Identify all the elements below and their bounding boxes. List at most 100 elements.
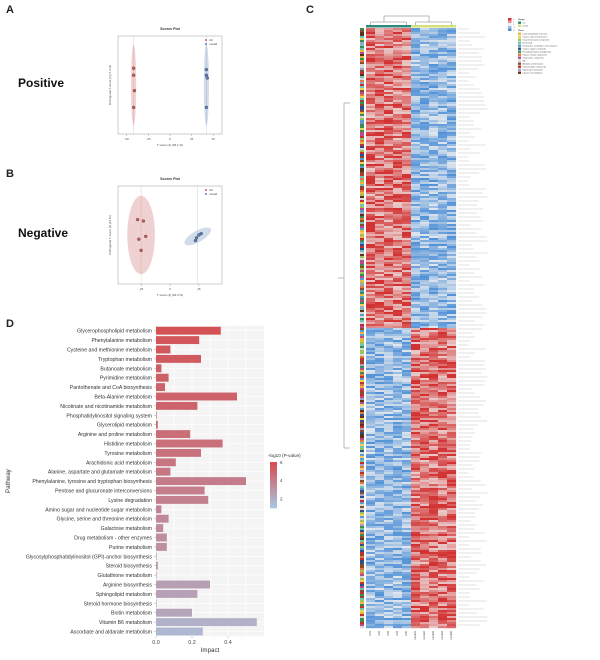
heatmap-cell [447, 554, 457, 557]
heatmap-cell [384, 596, 394, 599]
heatmap-cell [393, 36, 403, 39]
heatmap-cell [366, 166, 376, 169]
class-annotation-cell [360, 334, 364, 337]
heatmap-cell [375, 432, 385, 435]
pathway-bar [156, 467, 171, 476]
heatmap-cell [393, 150, 403, 153]
heatmap-cell [411, 306, 421, 309]
class-annotation-cell [360, 148, 364, 151]
heatmap-cell [411, 620, 421, 623]
heatmap-cell [384, 494, 394, 497]
heatmap-cell [402, 396, 412, 399]
heatmap-cell [438, 324, 448, 327]
heatmap-cell [411, 374, 421, 377]
heatmap-cell [393, 288, 403, 291]
heatmap-cell [429, 166, 439, 169]
heatmap-cell [429, 610, 439, 613]
heatmap-cell [429, 456, 439, 459]
heatmap-cell [375, 364, 385, 367]
heatmap-cell [393, 446, 403, 449]
heatmap-cell [393, 76, 403, 79]
heatmap-cell [366, 450, 376, 453]
scale-swatch [508, 23, 512, 26]
heatmap-cell [447, 106, 457, 109]
heatmap-cell [447, 138, 457, 141]
heatmap-cell [393, 444, 403, 447]
heatmap-cell [375, 244, 385, 247]
heatmap-cell [438, 472, 448, 475]
heatmap-cell [411, 62, 421, 65]
heatmap-cell [429, 92, 439, 95]
heatmap-cell [375, 380, 385, 383]
heatmap-cell [384, 74, 394, 77]
heatmap-cell [411, 404, 421, 407]
heatmap-cell [420, 614, 430, 617]
heatmap-cell [411, 108, 421, 111]
heatmap-cell [393, 518, 403, 521]
heatmap-cell [384, 392, 394, 395]
heatmap-cell [402, 188, 412, 191]
heatmap-cell [384, 578, 394, 581]
heatmap-cell [438, 228, 448, 231]
heatmap-cell [375, 488, 385, 491]
heatmap-cell [438, 110, 448, 113]
heatmap-cell [366, 244, 376, 247]
class-annotation-cell [360, 442, 364, 445]
heatmap-cell [402, 340, 412, 343]
heatmap-cell [420, 330, 430, 333]
heatmap-cell [366, 272, 376, 275]
heatmap-cell [402, 368, 412, 371]
heatmap-cell [429, 444, 439, 447]
class-annotation-cell [360, 286, 364, 289]
heatmap-cell [375, 60, 385, 63]
heatmap-cell [411, 92, 421, 95]
heatmap-cell [393, 506, 403, 509]
heatmap-cell [438, 32, 448, 35]
heatmap-cell [411, 68, 421, 71]
heatmap-cell [411, 388, 421, 391]
heatmap-cell [366, 488, 376, 491]
heatmap-cell [420, 200, 430, 203]
heatmap-cell [411, 578, 421, 581]
heatmap-cell [384, 258, 394, 261]
heatmap-cell [402, 74, 412, 77]
heatmap-cell [384, 198, 394, 201]
heatmap-cell [402, 252, 412, 255]
heatmap-cell [366, 344, 376, 347]
heatmap-cell [420, 368, 430, 371]
heatmap-cell [438, 144, 448, 147]
heatmap-cell [366, 560, 376, 563]
class-legend-swatch [518, 71, 521, 74]
heatmap-cell [447, 214, 457, 217]
heatmap-cell [411, 462, 421, 465]
class-annotation-cell [360, 352, 364, 355]
class-annotation-cell [360, 470, 364, 473]
heatmap-cell [366, 438, 376, 441]
heatmap-cell [429, 576, 439, 579]
heatmap-cell [402, 348, 412, 351]
heatmap-cell [384, 82, 394, 85]
x-tick-label: 25 [190, 137, 194, 141]
heatmap-cell [411, 458, 421, 461]
heatmap-cell [375, 328, 385, 331]
pathway-bar [156, 627, 203, 636]
heatmap-cell [393, 584, 403, 587]
heatmap-cell [366, 162, 376, 165]
heatmap-cell [384, 608, 394, 611]
heatmap-cell [384, 94, 394, 97]
heatmap-cell [420, 238, 430, 241]
sample-point [139, 248, 143, 253]
heatmap-cell [393, 246, 403, 249]
heatmap-cell [384, 78, 394, 81]
heatmap-cell [438, 360, 448, 363]
heatmap-cell [375, 196, 385, 199]
heatmap-cell [438, 112, 448, 115]
heatmap-cell [402, 418, 412, 421]
heatmap-cell [375, 274, 385, 277]
heatmap-cell [384, 542, 394, 545]
heatmap-cell [402, 212, 412, 215]
heatmap-cell [393, 400, 403, 403]
heatmap-cell [366, 140, 376, 143]
class-annotation-cell [360, 358, 364, 361]
heatmap-cell [366, 120, 376, 123]
